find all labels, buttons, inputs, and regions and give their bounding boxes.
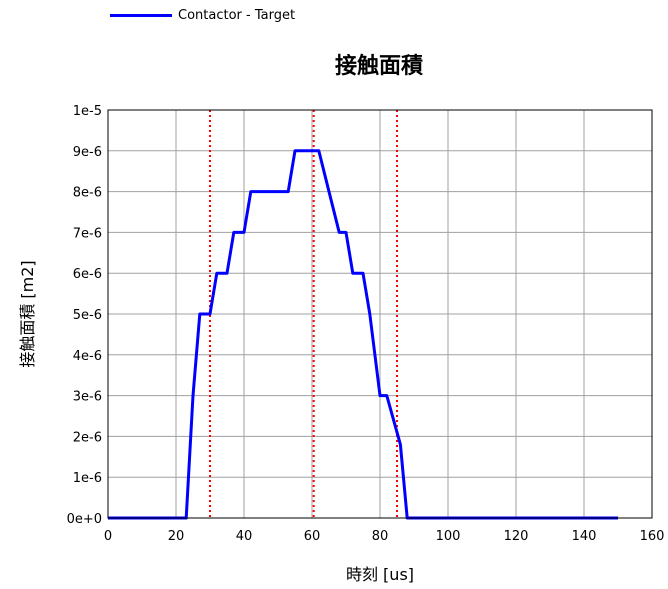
y-axis-label: 接触面積 [m2] (18, 260, 37, 367)
y-tick-label: 8e-6 (73, 186, 102, 201)
y-tick-label: 2e-6 (73, 430, 102, 445)
vertical-marker-lines (209, 110, 398, 518)
y-tick-labels: 0e+0 1e-6 2e-6 3e-6 4e-6 5e-6 6e-6 7e-6 8e-6 9e-6… (67, 104, 102, 527)
x-tick-label: 60 (304, 529, 321, 544)
x-tick-label: 100 (436, 529, 461, 544)
y-tick-label: 1e-6 (73, 471, 102, 486)
y-tick-label: 6e-6 (73, 267, 102, 282)
x-axis-label: 時刻 [us] (346, 565, 414, 584)
y-tick-label: 4e-6 (73, 349, 102, 364)
y-tick-label: 3e-6 (73, 390, 102, 405)
plot-frame (107, 109, 653, 519)
y-tick-label: 1e-5 (73, 104, 102, 119)
x-tick-label: 140 (572, 529, 597, 544)
x-tick-label: 40 (236, 529, 253, 544)
x-tick-label: 120 (504, 529, 529, 544)
x-tick-label: 80 (372, 529, 389, 544)
series-group (108, 149, 618, 520)
y-tick-label: 5e-6 (73, 308, 102, 323)
series-line (108, 149, 618, 520)
legend-label: Contactor - Target (178, 8, 296, 23)
legend: Contactor - Target (110, 8, 295, 23)
y-tick-label: 9e-6 (73, 145, 102, 160)
x-tick-labels: 0 20 40 60 80 100 120 140 160 (104, 529, 665, 544)
y-tick-label: 0e+0 (67, 512, 102, 527)
x-tick-label: 160 (640, 529, 665, 544)
chart-title: 接触面積 (334, 54, 423, 79)
x-tick-label: 0 (104, 529, 112, 544)
legend-line-swatch (110, 14, 172, 17)
x-tick-label: 20 (168, 529, 185, 544)
y-tick-label: 7e-6 (73, 226, 102, 241)
